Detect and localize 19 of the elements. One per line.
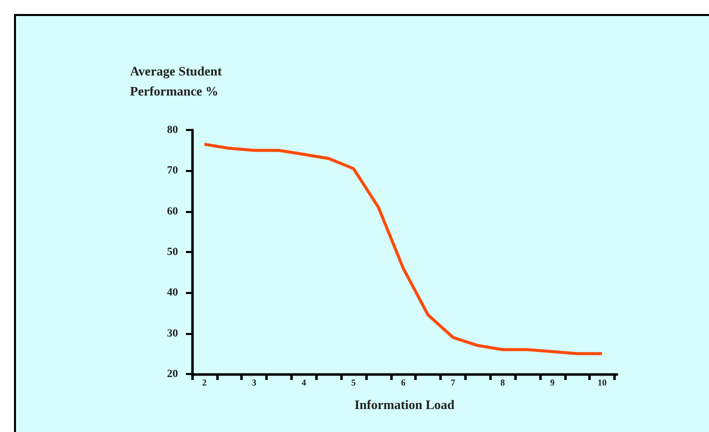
- x-tick-label: 7: [450, 378, 456, 388]
- y-tick-label: 30: [167, 327, 178, 340]
- x-tick-label: 4: [302, 378, 307, 388]
- x-tick-label: 2: [202, 378, 208, 388]
- y-tick-label: 70: [167, 164, 178, 177]
- y-tick-label: 80: [167, 124, 178, 136]
- x-tick-label: 6: [401, 378, 406, 388]
- x-tick-label: 9: [550, 378, 556, 388]
- y-axis-title: Average Student Performance %: [130, 64, 226, 98]
- y-tick-label: 20: [167, 368, 178, 380]
- line-series: [202, 142, 604, 356]
- x-tick-label: 3: [252, 378, 257, 388]
- y-tick-label: 60: [167, 205, 178, 218]
- x-tick-label: 10: [598, 378, 608, 388]
- x-tick-label: 8: [500, 378, 506, 388]
- x-axis-title: Information Load: [354, 397, 456, 412]
- y-tick-label: 50: [167, 246, 178, 258]
- y-tick-label: 40: [167, 286, 178, 299]
- x-tick-label: 5: [351, 378, 356, 388]
